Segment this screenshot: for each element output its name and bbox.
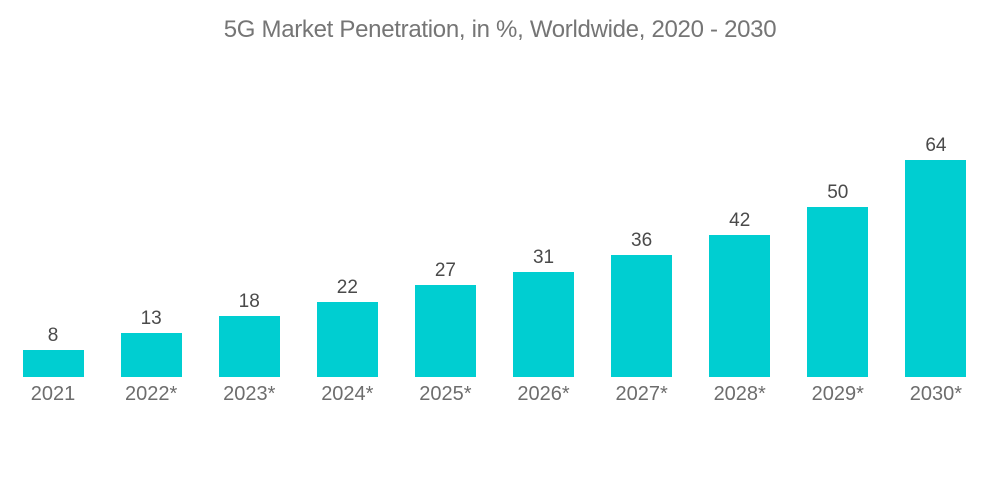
x-tick-label: 2027* [615, 383, 668, 405]
bar-column: 27 [396, 261, 494, 377]
bar-column: 13 [102, 309, 200, 377]
bar-2022 [120, 333, 182, 377]
bar-column: 8 [4, 326, 102, 377]
bar-2021 [22, 350, 84, 377]
bar-2025 [414, 285, 476, 377]
bar-value-label: 13 [140, 308, 162, 329]
bar-value-label: 42 [729, 210, 751, 231]
bar-value-label: 64 [925, 135, 947, 156]
bar-value-label: 50 [827, 182, 849, 203]
bar-value-label: 22 [336, 277, 358, 298]
bar-2030 [905, 160, 967, 377]
bar-2029 [807, 207, 869, 377]
x-tick-label: 2022* [125, 383, 178, 405]
x-tick-label: 2021 [30, 383, 76, 405]
bar-value-label: 27 [434, 260, 456, 281]
bar-2026 [513, 272, 575, 377]
bar-2027 [611, 255, 673, 377]
bar-2023 [218, 316, 280, 377]
x-tick-label: 2025* [419, 383, 472, 405]
x-tick-label: 2024* [321, 383, 374, 405]
bar-value-label: 36 [631, 230, 653, 251]
bar-column: 42 [691, 211, 789, 377]
bar-column: 50 [789, 183, 887, 377]
bar-2024 [316, 302, 378, 377]
bar-column: 31 [494, 248, 592, 377]
chart-title: 5G Market Penetration, in %, Worldwide, … [223, 16, 777, 43]
x-tick-label: 2028* [713, 383, 766, 405]
x-tick-label: 2023* [223, 383, 276, 405]
bar-value-label: 18 [238, 291, 260, 312]
x-tick-label: 2029* [811, 383, 864, 405]
plot-area: 8 13 18 22 27 31 36 42 50 64 [4, 136, 985, 377]
bar-column: 22 [298, 278, 396, 377]
bar-column: 18 [200, 292, 298, 377]
bar-value-label: 8 [47, 325, 59, 346]
bar-column: 36 [593, 231, 691, 377]
bar-column: 64 [887, 136, 985, 377]
bar-value-label: 31 [532, 247, 555, 268]
x-axis-labels: 2021 2022* 2023* 2024* 2025* 2026* 2027* 2028* 2… [4, 384, 985, 404]
x-tick-label: 2030* [909, 383, 963, 405]
x-tick-label: 2026* [517, 383, 570, 405]
bar-2028 [709, 235, 771, 377]
